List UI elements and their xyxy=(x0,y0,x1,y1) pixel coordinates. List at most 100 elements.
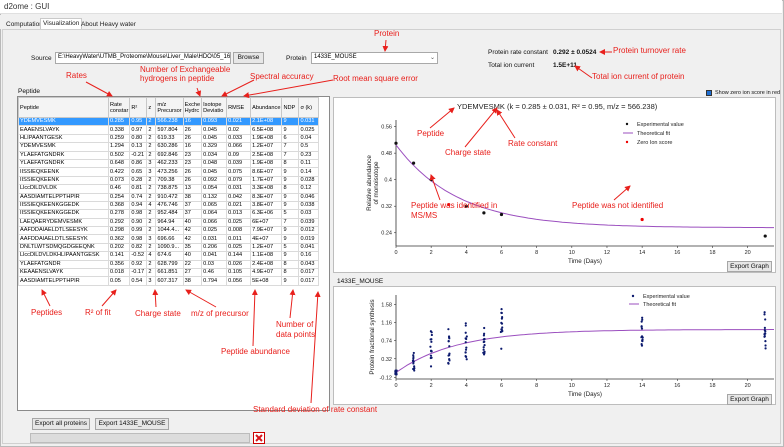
column-header[interactable]: R² xyxy=(129,97,148,118)
table-cell: 0.259 xyxy=(107,133,131,144)
x-tick-label: 20 xyxy=(745,250,751,256)
table-row[interactable]: AASDIAMTELPPTHPIR 0.254 0.74 2 910.472 38 0.13… xyxy=(18,192,320,202)
table-row[interactable]: YDEMVESMK 0.285 0.95 2 566.238 16 0.093 0.021 2.… xyxy=(18,116,320,127)
table-cell: LAEQAERYDEMVESMK xyxy=(18,217,109,228)
table-cell: 0.012 xyxy=(298,226,320,236)
chart-title-peptide: YDEMVESMK (k = 0.285 ± 0.031, R² = 0.95,… xyxy=(457,102,658,111)
table-cell: 0.46 xyxy=(201,268,228,278)
table-cell: 2 xyxy=(146,116,157,127)
table-cell: 0.12 xyxy=(298,184,320,194)
x-tick-label: 18 xyxy=(709,250,715,256)
column-header[interactable]: Abundance xyxy=(250,97,283,118)
table-cell: 2 xyxy=(146,175,157,186)
table-cell: 0.81 xyxy=(129,184,148,194)
column-header[interactable]: NDP xyxy=(281,97,300,118)
table-cell: 0.039 xyxy=(226,158,252,169)
table-cell: 0.54 xyxy=(129,276,148,286)
table-row[interactable]: AAFDDAIAELDTLSEESYK 0.298 0.99 2 1044.4... 42… xyxy=(18,226,320,236)
legend-marker-experimental xyxy=(631,294,635,298)
tab-about-heavy-water[interactable]: About Heavy water xyxy=(81,21,136,28)
table-cell: 0.026 xyxy=(226,259,252,270)
browse-button[interactable]: Browse xyxy=(233,52,264,64)
annotation-r2: R² of fit xyxy=(85,308,111,317)
table-cell: 0.041 xyxy=(201,251,228,261)
table-row[interactable]: YLAEFATGNDRK 0.502 -0.21 2 692.846 23 0.034 0.0… xyxy=(18,150,320,160)
zero-ion-checkbox[interactable] xyxy=(706,90,712,96)
data-point xyxy=(465,358,468,361)
table-cell: 7.9E+07 xyxy=(250,226,283,236)
x-tick-label: 2 xyxy=(430,383,433,389)
table-row[interactable]: IISSIEQKEENKGGEDK 0.278 0.98 2 952.484 37 0.06… xyxy=(18,209,320,219)
table-row[interactable]: IISSIEQKEENK 0.073 0.28 2 709.38 26 0.092 0.079… xyxy=(18,175,320,186)
table-cell: 476.746 xyxy=(155,200,184,211)
annotation-protein: Protein xyxy=(374,29,400,38)
table-cell: 597.804 xyxy=(155,125,184,135)
table-cell: 2 xyxy=(146,226,157,236)
tab-visualization[interactable]: Visualization xyxy=(40,18,83,30)
table-row[interactable]: DNLTLWTSDMQGDGEEQNK 0.202 0.82 2 1090.9... 35… xyxy=(18,242,320,253)
export-graph-button-2[interactable]: Export Graph xyxy=(727,394,772,405)
annotation-rmse: Root mean square error xyxy=(333,74,418,83)
table-cell: 37 xyxy=(182,209,203,219)
table-cell: 9 xyxy=(281,251,300,261)
table-row[interactable]: YLAEFATGNDRK 0.648 0.86 3 462.233 23 0.048 0.03… xyxy=(18,158,320,169)
source-path-input[interactable]: E:\HeavyWater\UTMB_Proteome\Mouse\Liver_… xyxy=(55,52,231,64)
export-graph-button-1[interactable]: Export Graph xyxy=(727,261,772,272)
data-point xyxy=(500,317,504,320)
table-cell: 8.3E+07 xyxy=(250,192,283,202)
column-header[interactable]: Exche Hydrc xyxy=(182,97,203,118)
peptide-table[interactable]: Peptide Rate constar R² z m/z Precursor Exche… xyxy=(17,96,330,411)
table-row[interactable]: IISSIEQKEENKGGEDK 0.368 0.94 4 476.746 37 0.06… xyxy=(18,200,320,211)
column-header[interactable]: z xyxy=(146,97,157,118)
table-row[interactable]: EAAENSLVAYK 0.338 0.97 2 597.804 26 0.045 0.02 6… xyxy=(18,125,320,135)
data-point xyxy=(429,178,433,182)
export-protein-button[interactable]: Export 1433E_MOUSE xyxy=(95,418,169,430)
table-cell: -0.17 xyxy=(129,268,148,278)
column-header[interactable]: m/z Precursor xyxy=(155,97,184,118)
table-row[interactable]: AAFDDAIAELDTLSEESYK 0.362 0.98 3 696.66 42 0.0… xyxy=(18,234,320,244)
table-row[interactable]: HLIPAANTGESK 0.259 0.80 2 619.33 26 0.045 0.033… xyxy=(18,133,320,144)
table-cell: 23 xyxy=(182,150,203,160)
table-row[interactable]: LAEQAERYDEMVESMK 0.292 0.90 2 964.94 40 0.066 0… xyxy=(18,217,320,228)
table-row[interactable]: IISSIEQKEENK 0.422 0.65 3 473.256 26 0.045 0.07… xyxy=(18,167,320,177)
protein-select[interactable]: 1433E_MOUSE ⌄ xyxy=(311,52,438,64)
table-cell: 3 xyxy=(146,158,157,169)
y-tick-label: 0.4 xyxy=(384,178,392,184)
table-cell: 0.045 xyxy=(201,125,228,135)
column-header[interactable]: Isotope Deviatio xyxy=(201,97,228,118)
table-row[interactable]: AASDIAMTELPPTHPIR 0.05 0.54 3 607.317 38 0.794… xyxy=(18,276,320,286)
table-cell: 619.33 xyxy=(155,133,184,144)
table-cell: 0.033 xyxy=(226,133,252,144)
data-point xyxy=(482,340,485,344)
y-tick-label: 0.32 xyxy=(381,357,392,363)
column-header[interactable]: RMSE xyxy=(226,97,252,118)
table-cell: 26 xyxy=(182,133,203,144)
tab-computation[interactable]: Computation xyxy=(6,21,43,28)
protein-synthesis-chart: 0 2 4 6 8 10 12 14 16 18 20 -0.12 0.32 0.74 1.16 1.58 Ti… xyxy=(369,294,774,398)
table-cell: 696.66 xyxy=(155,234,184,244)
column-header[interactable]: σ (k) xyxy=(298,97,320,118)
data-point xyxy=(483,326,486,330)
data-point xyxy=(482,211,486,215)
table-cell: 27 xyxy=(182,268,203,278)
table-row[interactable]: YLAEFATGNDR 0.356 0.92 2 628.799 22 0.03 0.026 2… xyxy=(18,259,320,270)
table-row[interactable]: LlccDlLDVLDK 0.46 0.81 2 738.875 13 0.054 0.031… xyxy=(18,184,320,194)
close-icon[interactable] xyxy=(253,432,265,444)
column-header[interactable]: Peptide xyxy=(18,97,109,118)
x-tick-label: 6 xyxy=(500,250,503,256)
legend-experimental: Experimental value xyxy=(643,294,690,300)
data-point xyxy=(412,355,415,359)
table-cell: 0.028 xyxy=(298,175,320,186)
table-row[interactable]: LlccDlLDVLDKHLIPAANTGESK 0.141 -0.52 4 674.6… xyxy=(18,251,320,261)
table-row[interactable]: YDEMVESMK 1.294 0.13 2 630.286 16 0.329 0.066 1.… xyxy=(18,142,320,152)
column-header[interactable]: Rate constar xyxy=(107,97,131,118)
data-point xyxy=(394,369,397,372)
data-point xyxy=(483,344,486,347)
table-cell: IISSIEQKEENKGGEDK xyxy=(18,200,109,211)
table-row[interactable]: KEAAENSLVAYK 0.018 -0.17 2 661.851 27 0.46 0.10… xyxy=(18,268,320,278)
table-cell: YLAEFATGNDRK xyxy=(18,150,109,160)
annotation-turnover: Protein turnover rate xyxy=(613,46,686,55)
annotation-peptide: Peptide xyxy=(417,129,445,138)
table-cell: 9 xyxy=(281,234,300,244)
export-all-proteins-button[interactable]: Export all proteins xyxy=(32,418,90,430)
